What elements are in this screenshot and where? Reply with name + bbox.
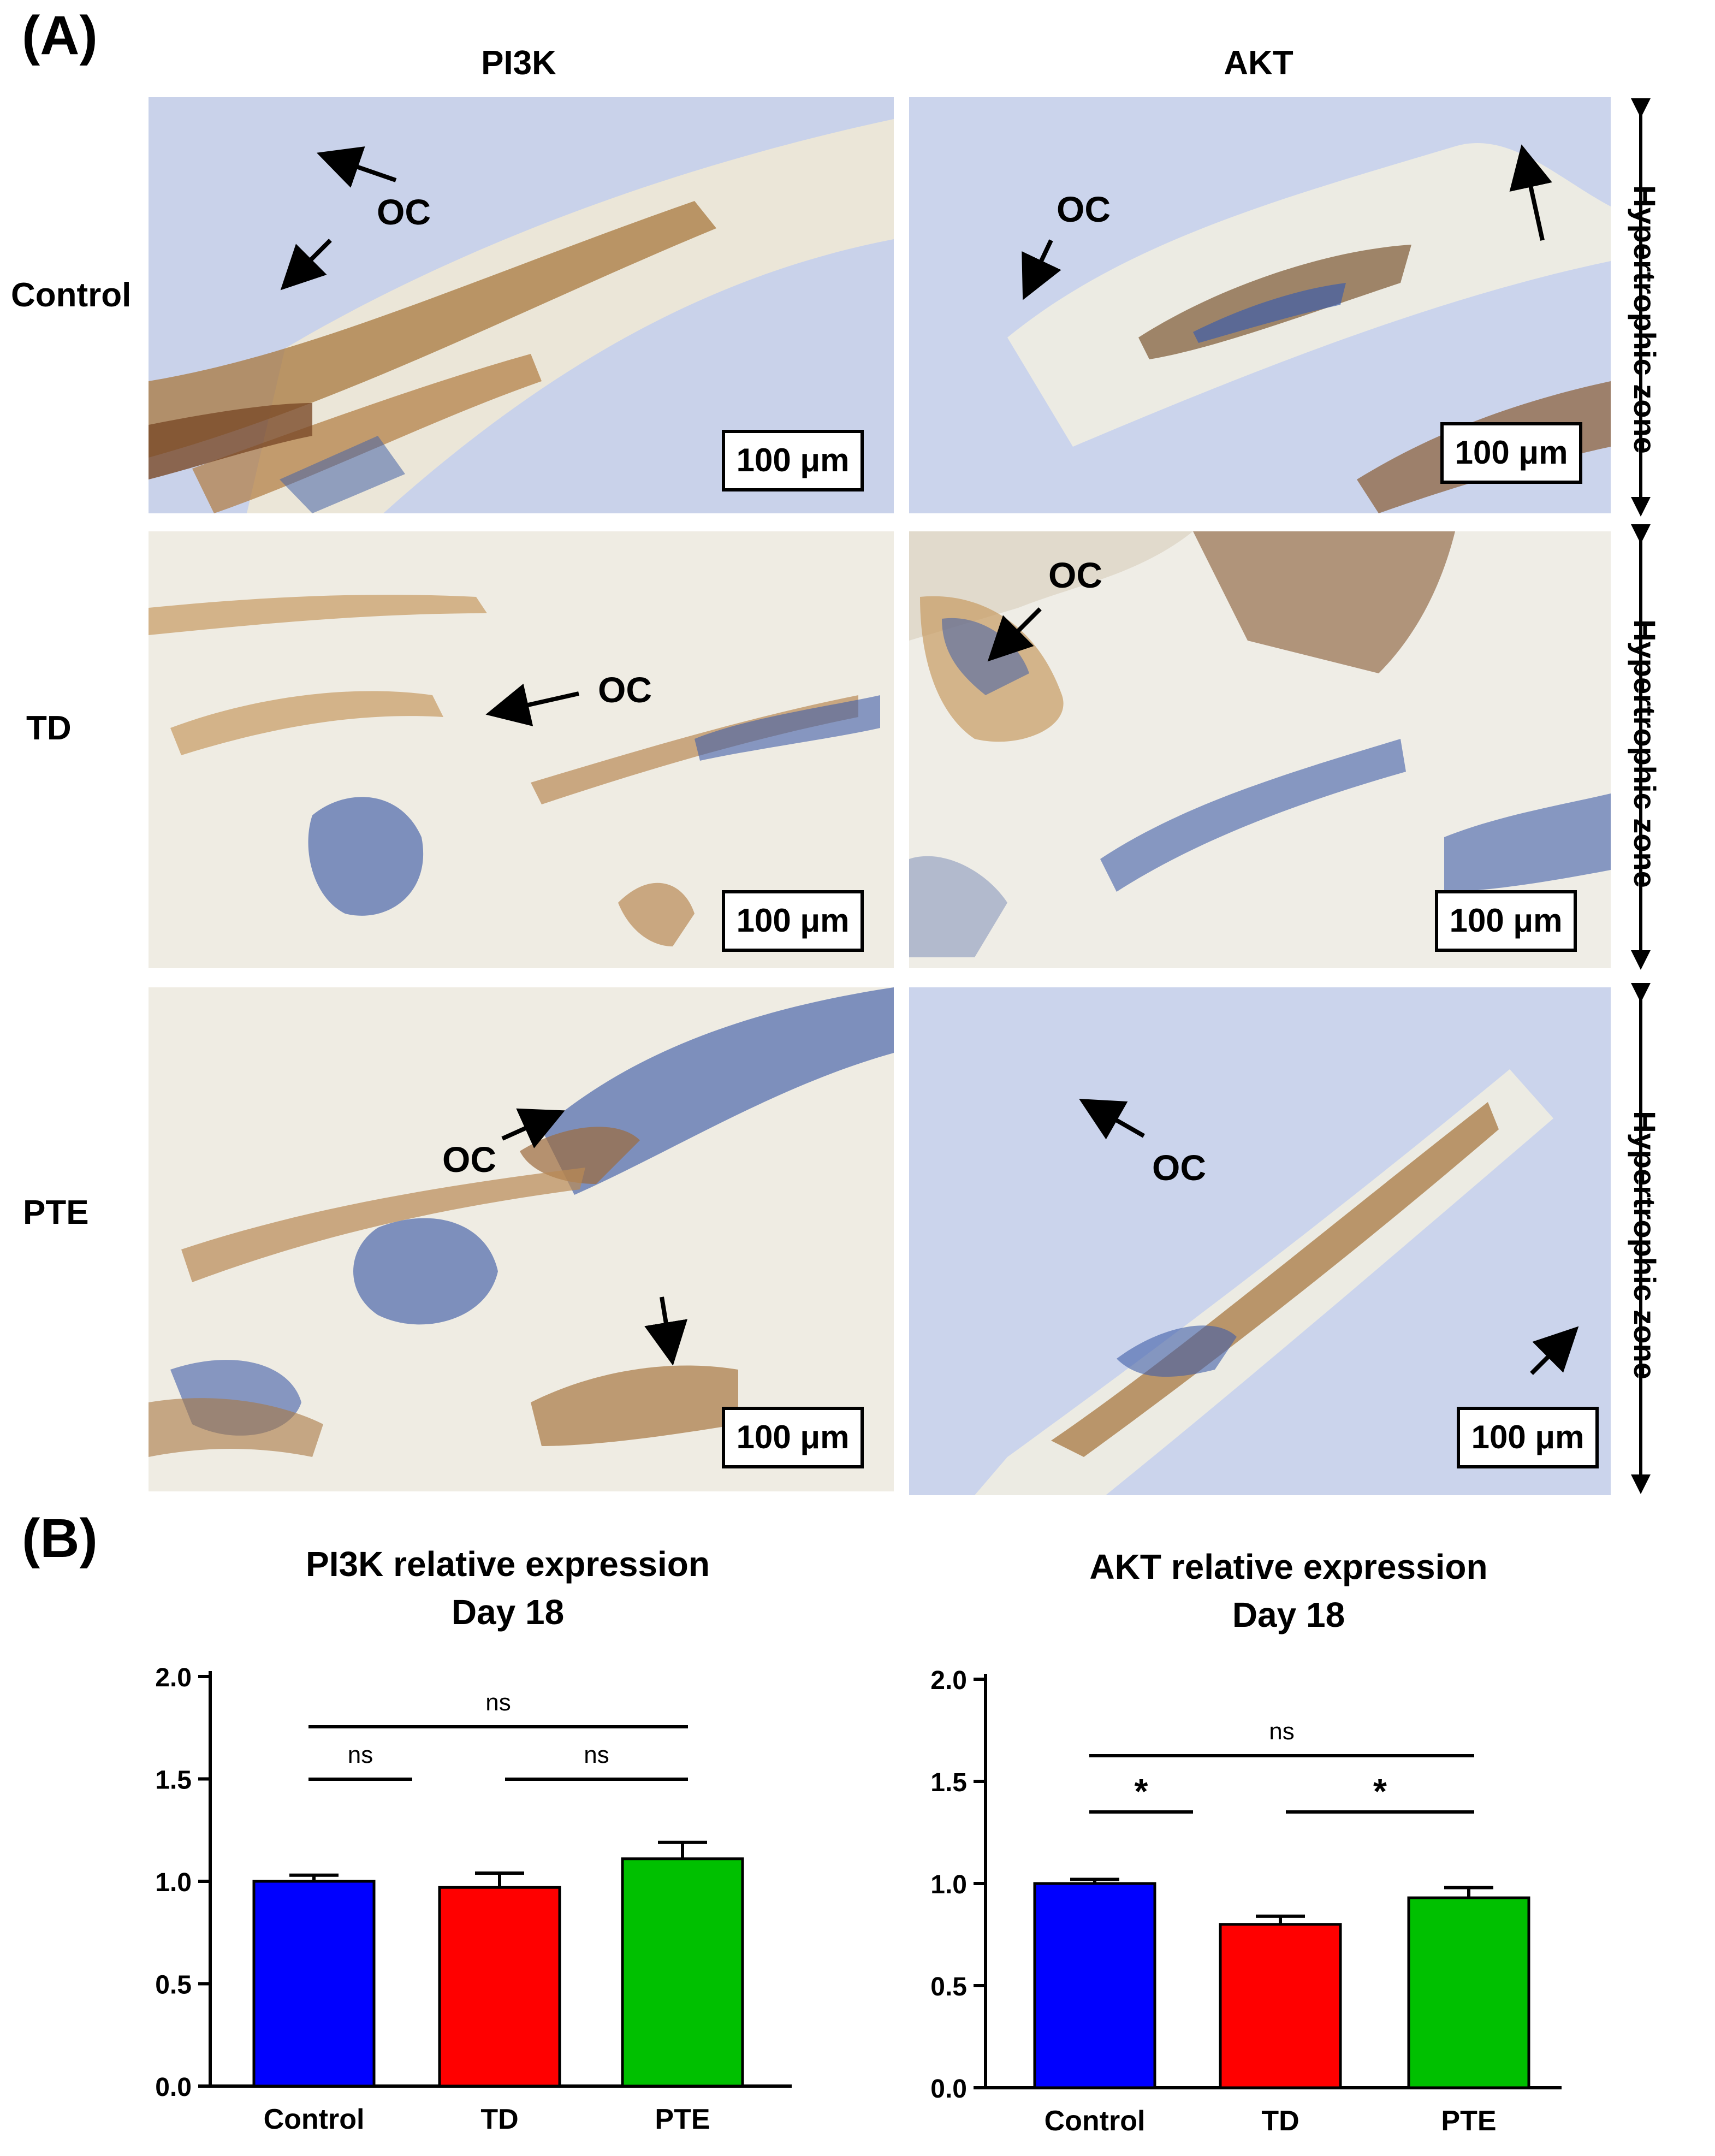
zone-label-td: Hypertrophic zone — [1628, 619, 1662, 888]
arrow-pi3k-td — [485, 683, 579, 726]
bar-0-control — [252, 1880, 376, 2088]
scale-bar-akt-td: 100 μm — [1435, 890, 1577, 952]
x-label-1-2: PTE — [1441, 2105, 1496, 2137]
scale-bar-pi3k-pte: 100 μm — [722, 1407, 864, 1468]
arrow-akt-pte-2 — [1530, 1326, 1579, 1375]
x-label-0-2: PTE — [655, 2104, 710, 2135]
annotation-arrows — [280, 98, 1651, 1494]
chart-title-akt: AKT relative expression Day 18 — [939, 1543, 1638, 1639]
x-label-1-0: Control — [1045, 2105, 1146, 2137]
y-tick-label-0-0: 0.0 — [155, 2073, 192, 2102]
column-header-pi3k: PI3K — [481, 44, 556, 82]
micrograph-akt-pte — [909, 987, 1611, 1495]
sig-label-0-0: ns — [485, 1689, 511, 1716]
sig-label-1-0: ns — [1269, 1718, 1294, 1745]
bar-chart-pi3k: 0.0 0.5 1.0 1.5 2.0 Control TD PTE ns ns ns — [155, 1663, 792, 2135]
scale-bar-akt-control: 100 μm — [1440, 422, 1582, 484]
micrograph-akt-control — [909, 97, 1611, 513]
chart-title-pi3k: PI3K relative expression Day 18 — [164, 1540, 852, 1636]
y-tick-label-1-1: 0.5 — [930, 1973, 967, 2001]
row-label-control: Control — [11, 276, 132, 314]
chart-title-akt-main: AKT relative expression — [1089, 1547, 1488, 1586]
y-tick-label-1-2: 1.0 — [930, 1870, 967, 1899]
zone-label-pte: Hypertrophic zone — [1628, 1111, 1662, 1379]
y-tick-label-0-1: 0.5 — [155, 1971, 192, 2000]
scale-bar-akt-pte: 100 μm — [1457, 1407, 1599, 1468]
oc-label-akt-td: OC — [1048, 555, 1102, 595]
scale-bar-pi3k-control: 100 μm — [722, 430, 864, 491]
arrow-pi3k-control-2 — [280, 239, 332, 291]
oc-label-pi3k-td: OC — [598, 670, 652, 710]
arrow-pi3k-pte-2 — [644, 1296, 688, 1366]
arrow-akt-pte-1 — [1079, 1099, 1145, 1140]
micrograph-pi3k-pte — [149, 987, 894, 1491]
y-tick-label-0-4: 2.0 — [155, 1663, 192, 1692]
bar-chart-akt: 0.0 0.5 1.0 1.5 2.0 Control TD PTE ns * * — [930, 1666, 1562, 2137]
bar-1-control — [1033, 1882, 1156, 2089]
bar-1-pte — [1407, 1896, 1530, 2089]
sig-label-0-2: ns — [584, 1742, 609, 1768]
y-tick-label-0-3: 1.5 — [155, 1766, 192, 1795]
chart-title-akt-sub: Day 18 — [1232, 1595, 1345, 1634]
y-tick-label-1-4: 2.0 — [930, 1666, 967, 1695]
micrograph-pi3k-control — [149, 97, 894, 513]
row-label-td: TD — [26, 709, 72, 747]
x-label-1-1: TD — [1261, 2105, 1299, 2137]
oc-label-pi3k-pte: OC — [442, 1139, 496, 1180]
panel-a-letter: (A) — [22, 5, 98, 66]
y-tick-label-1-0: 0.0 — [930, 2075, 967, 2104]
oc-label-akt-pte: OC — [1152, 1147, 1206, 1188]
bar-0-td — [438, 1886, 561, 2088]
oc-label-pi3k-control: OC — [377, 192, 431, 232]
arrow-akt-control-1 — [1022, 239, 1061, 300]
bar-0-pte — [621, 1857, 744, 2088]
panel-b-letter: (B) — [22, 1508, 98, 1569]
oc-label-akt-control: OC — [1057, 189, 1111, 229]
arrow-pi3k-control-1 — [316, 146, 397, 188]
arrow-pi3k-pte-1 — [501, 1108, 565, 1148]
x-label-0-0: Control — [264, 2104, 365, 2135]
y-tick-label-1-3: 1.5 — [930, 1768, 967, 1797]
chart-title-pi3k-sub: Day 18 — [451, 1592, 565, 1632]
sig-label-1-2: * — [1373, 1772, 1387, 1811]
zone-label-control: Hypertrophic zone — [1628, 185, 1662, 454]
scale-bar-pi3k-td: 100 μm — [722, 890, 864, 952]
column-header-akt: AKT — [1224, 44, 1293, 82]
x-label-0-1: TD — [480, 2104, 518, 2135]
chart-title-pi3k-main: PI3K relative expression — [306, 1544, 710, 1584]
bar-1-td — [1219, 1923, 1342, 2089]
arrow-akt-control-2 — [1509, 144, 1552, 241]
arrow-akt-td — [987, 607, 1042, 662]
sig-label-1-1: * — [1135, 1772, 1148, 1811]
sig-label-0-1: ns — [348, 1742, 373, 1768]
row-label-pte: PTE — [23, 1194, 89, 1231]
y-tick-label-0-2: 1.0 — [155, 1868, 192, 1897]
